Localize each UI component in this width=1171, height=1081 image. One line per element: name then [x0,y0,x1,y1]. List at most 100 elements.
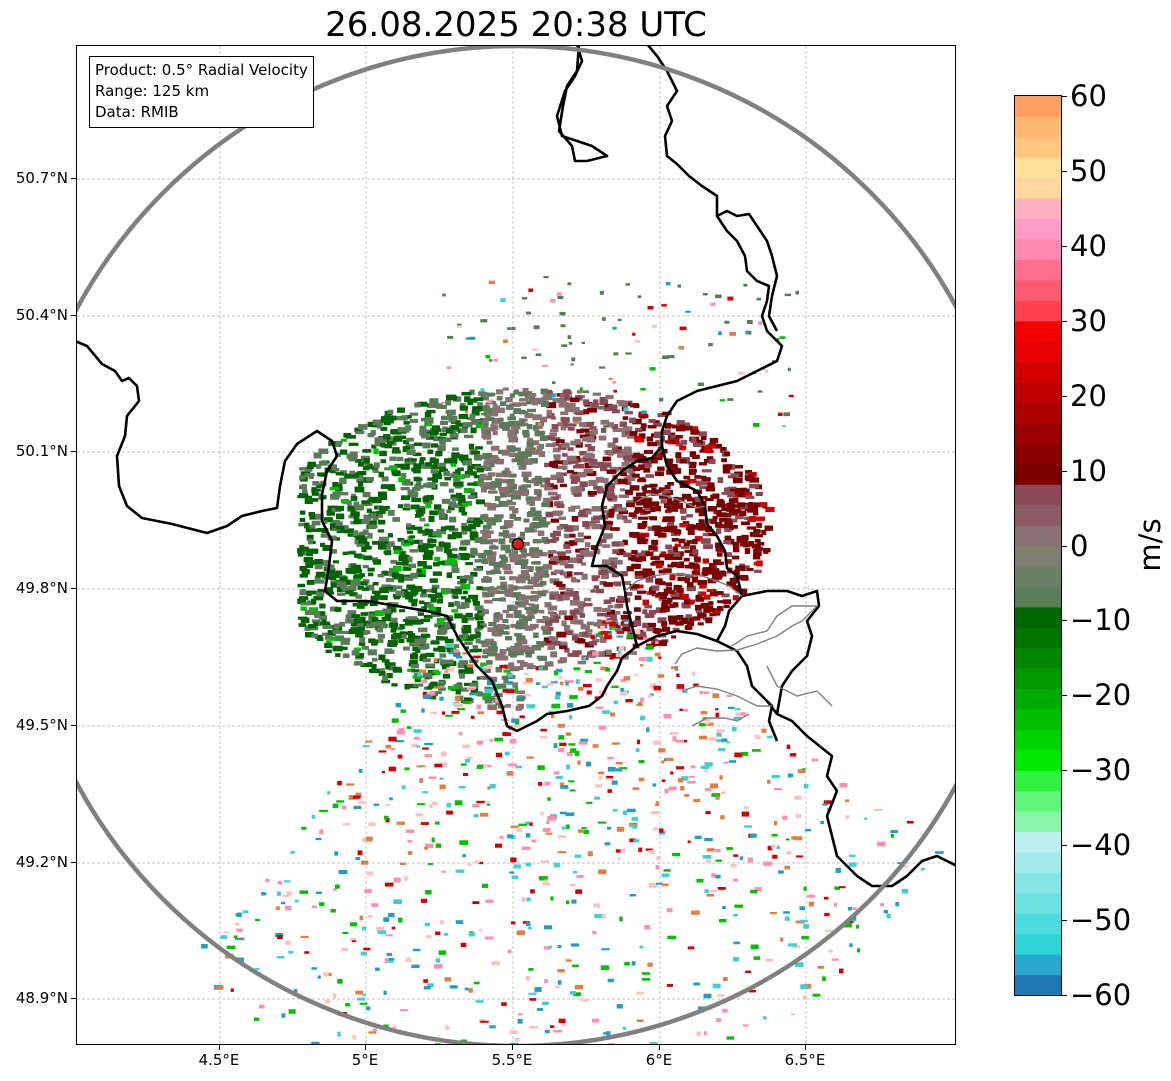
echo-cell [488,490,498,494]
echo-cell [526,704,536,709]
echo-cell [590,428,598,435]
echo-cell [800,919,808,923]
echo-cell [456,655,463,659]
echo-cell [546,413,555,419]
echo-cell [660,608,667,613]
echo-cell [381,679,391,684]
echo-cell [778,870,784,874]
echo-cell [658,527,668,532]
echo-cell [516,827,522,833]
echo-cell [458,660,468,665]
echo-cell [624,411,633,415]
echo-cell [392,517,401,522]
echo-cell [485,402,492,405]
echo-cell [490,424,499,431]
echo-cell [570,440,576,446]
echo-cell [457,325,462,328]
echo-cell [389,797,393,801]
echo-cell [351,493,357,499]
echo-cell [551,424,559,430]
echo-cell [607,568,616,574]
echo-cell [361,926,367,931]
echo-cell [682,688,688,694]
lon-tick-mark [365,1045,366,1050]
echo-cell [359,573,365,577]
echo-cell [737,492,746,498]
echo-cell [547,491,558,496]
echo-cell [762,548,771,553]
echo-cell [223,931,229,934]
echo-cell [743,806,749,810]
echo-cell [686,514,693,518]
echo-cell [729,510,738,516]
echo-cell [755,529,761,534]
echo-cell [585,670,593,674]
lat-tick-label: 50.7°N [15,169,68,187]
echo-cell [620,621,625,626]
echo-cell [286,891,292,896]
echo-cell [460,1039,467,1042]
echo-cell [681,618,688,624]
echo-cell [521,471,532,477]
border-germany-luxembourg [715,589,821,715]
echo-cell [440,588,448,595]
echo-cell [507,327,512,331]
echo-cell [444,477,451,481]
echo-cell [801,935,809,940]
echo-cell [654,531,661,537]
echo-cell [485,593,495,597]
echo-cell [601,573,609,580]
echo-cell [717,512,727,518]
echo-cell [597,612,607,617]
lat-tick-label: 49.8°N [15,579,68,597]
echo-cell [721,738,728,742]
echo-cell [400,709,406,713]
echo-cell [428,516,435,522]
echo-cell [572,490,582,496]
echo-cell [448,528,459,532]
echo-cell [444,547,450,554]
echo-cell [622,611,632,615]
echo-cell [552,447,561,453]
echo-cell [429,578,438,583]
echo-cell [642,521,648,527]
echo-cell [495,657,503,661]
echo-cell [593,903,600,908]
echo-cell [304,495,313,500]
echo-cell [434,763,443,768]
echo-cell [413,729,422,733]
echo-cell [753,502,762,508]
echo-cell [460,540,470,546]
echo-cell [533,424,540,431]
echo-cell [449,553,458,558]
echo-cell [637,631,647,638]
echo-cell [595,621,603,627]
echo-cell [487,589,497,594]
echo-cell [674,530,680,534]
echo-cell [343,529,353,534]
echo-cell [487,399,495,404]
echo-cell [720,815,725,820]
echo-cell [487,505,497,511]
echo-cell [539,570,545,576]
echo-cell [464,575,474,581]
echo-cell [883,910,889,914]
echo-cell [520,563,528,570]
echo-cell [569,609,579,615]
echo-cell [479,640,487,644]
echo-cell [419,778,424,783]
echo-cell [757,390,763,393]
echo-cell [538,644,545,648]
echo-cell [499,576,506,581]
echo-cell [636,1019,644,1023]
echo-cell [499,560,507,565]
echo-cell [566,630,573,636]
echo-cell [713,608,720,612]
echo-cell [532,414,543,421]
echo-cell [453,651,461,657]
echo-cell [586,621,595,626]
echo-cell [332,630,343,635]
echo-cell [565,682,569,686]
echo-cell [721,507,729,511]
echo-cell [487,627,494,633]
